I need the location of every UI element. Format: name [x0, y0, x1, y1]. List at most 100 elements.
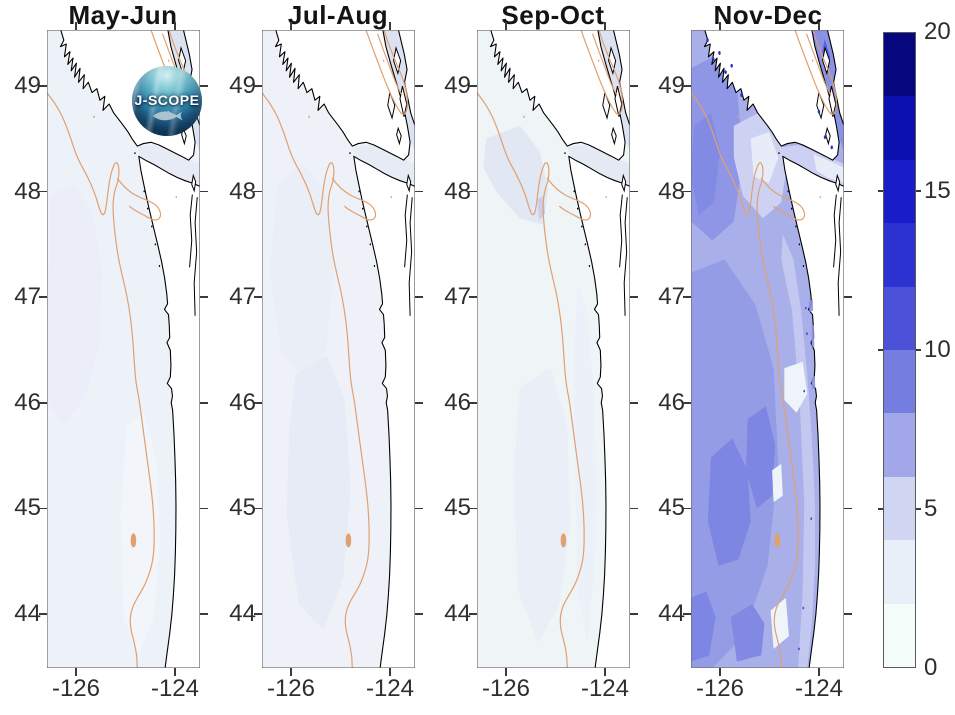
lat-tick-mark [469, 402, 477, 404]
lat-tick-mark [683, 296, 691, 298]
lat-tick-mark [683, 613, 691, 615]
lon-tick-mark [505, 22, 507, 30]
lat-tick-label: 49 [229, 72, 256, 99]
colorbar-segment-10-12 [884, 286, 915, 350]
lon-tick-mark [604, 22, 606, 30]
panel-title-nov-dec: Nov-Dec [713, 0, 823, 30]
lat-tick-mark [39, 190, 47, 193]
lat-tick-mark [254, 296, 262, 298]
lat-tick-label: 47 [229, 283, 256, 311]
colorbar-segment-4-6 [884, 476, 915, 541]
colorbar-segment-8-10 [884, 349, 915, 414]
lat-tick-label: 46 [14, 388, 41, 416]
panel-title-sep-oct: Sep-Oct [501, 0, 605, 30]
lon-tick-mark [505, 668, 507, 676]
inlet-high-values [706, 33, 833, 651]
panel-title-may-jun: May-Jun [68, 0, 178, 30]
colorbar-tick-mark [878, 190, 883, 192]
lat-tick-mark [844, 613, 852, 615]
lon-tick-mark [290, 668, 292, 676]
colorbar-tick-mark [916, 349, 921, 351]
lon-tick-mark [75, 668, 77, 676]
lon-tick-mark [818, 22, 820, 30]
colorbar-segment-6-8 [884, 413, 915, 477]
lat-tick-mark [200, 190, 208, 193]
lat-tick-mark [200, 296, 208, 298]
lon-tick-mark [174, 22, 176, 30]
lat-tick-mark [415, 613, 423, 615]
lat-tick-label: 47 [14, 283, 41, 311]
lat-tick-label: 45 [229, 494, 256, 522]
lon-tick-mark [719, 22, 721, 30]
lat-tick-mark [415, 190, 423, 193]
lat-tick-mark [254, 613, 262, 615]
lat-tick-label: 46 [444, 388, 471, 416]
lat-tick-mark [200, 402, 208, 404]
lat-tick-mark [415, 507, 423, 510]
lat-tick-label: 48 [229, 177, 256, 205]
colorbar-segment-2-4 [884, 540, 915, 604]
lat-tick-mark [683, 85, 691, 87]
lat-tick-mark [254, 507, 262, 510]
lon-tick-mark [389, 668, 391, 676]
lat-tick-mark [469, 190, 477, 193]
lat-tick-mark [683, 507, 691, 510]
lat-tick-label: 47 [444, 283, 471, 311]
lon-tick-mark [389, 22, 391, 30]
lat-tick-mark [415, 402, 423, 404]
lat-tick-mark [200, 507, 208, 510]
logo-light-rays [132, 66, 202, 136]
lat-tick-mark [254, 85, 262, 87]
fish-icon [153, 110, 183, 121]
lon-tick-mark [75, 22, 77, 30]
colorbar-segment-14-16 [884, 159, 915, 224]
colorbar-segment-0-2 [884, 603, 915, 667]
lon-tick-label: -124 [580, 675, 630, 702]
lat-tick-label: 45 [444, 494, 471, 522]
lat-tick-label: 45 [14, 494, 41, 522]
lon-tick-label: -126 [51, 675, 101, 702]
lon-tick-mark [818, 668, 820, 676]
lon-tick-label: -126 [266, 675, 316, 702]
jscope-logo: J-SCOPE [132, 66, 202, 136]
lon-tick-mark [290, 22, 292, 30]
lat-tick-label: 49 [14, 72, 41, 99]
lat-tick-mark [469, 613, 477, 615]
lat-tick-mark [469, 85, 477, 87]
lat-tick-label: 44 [229, 600, 256, 627]
colorbar [883, 32, 916, 668]
lon-tick-label: -124 [365, 675, 415, 702]
lon-tick-mark [174, 668, 176, 676]
lat-tick-mark [630, 507, 638, 510]
lat-tick-label: 44 [444, 600, 471, 627]
lat-tick-mark [200, 613, 208, 615]
lat-tick-mark [415, 296, 423, 298]
lat-tick-mark [39, 402, 47, 404]
lon-tick-label: -124 [150, 675, 200, 702]
map-panel-nov-dec [691, 30, 844, 668]
lat-tick-mark [200, 85, 208, 87]
lat-tick-mark [683, 402, 691, 404]
colorbar-tick-mark [878, 349, 883, 351]
panel-title-jul-aug: Jul-Aug [287, 0, 389, 30]
logo-text: J-SCOPE [134, 92, 200, 108]
lat-tick-mark [630, 190, 638, 193]
lat-tick-label: 46 [658, 388, 685, 416]
lat-tick-mark [630, 402, 638, 404]
lat-tick-mark [844, 402, 852, 404]
lon-tick-label: -124 [794, 675, 844, 702]
lon-tick-mark [604, 668, 606, 676]
lat-tick-label: 49 [658, 72, 685, 99]
lon-tick-label: -126 [481, 675, 531, 702]
colorbar-tick-label: 0 [924, 654, 938, 681]
lat-tick-label: 45 [658, 494, 685, 522]
lat-tick-mark [39, 613, 47, 615]
lat-tick-mark [39, 296, 47, 298]
lat-tick-mark [254, 190, 262, 193]
lat-tick-mark [415, 85, 423, 87]
lon-tick-mark [719, 668, 721, 676]
lat-tick-mark [844, 507, 852, 510]
colorbar-segment-12-14 [884, 223, 915, 287]
colorbar-segment-18-20 [884, 32, 915, 97]
